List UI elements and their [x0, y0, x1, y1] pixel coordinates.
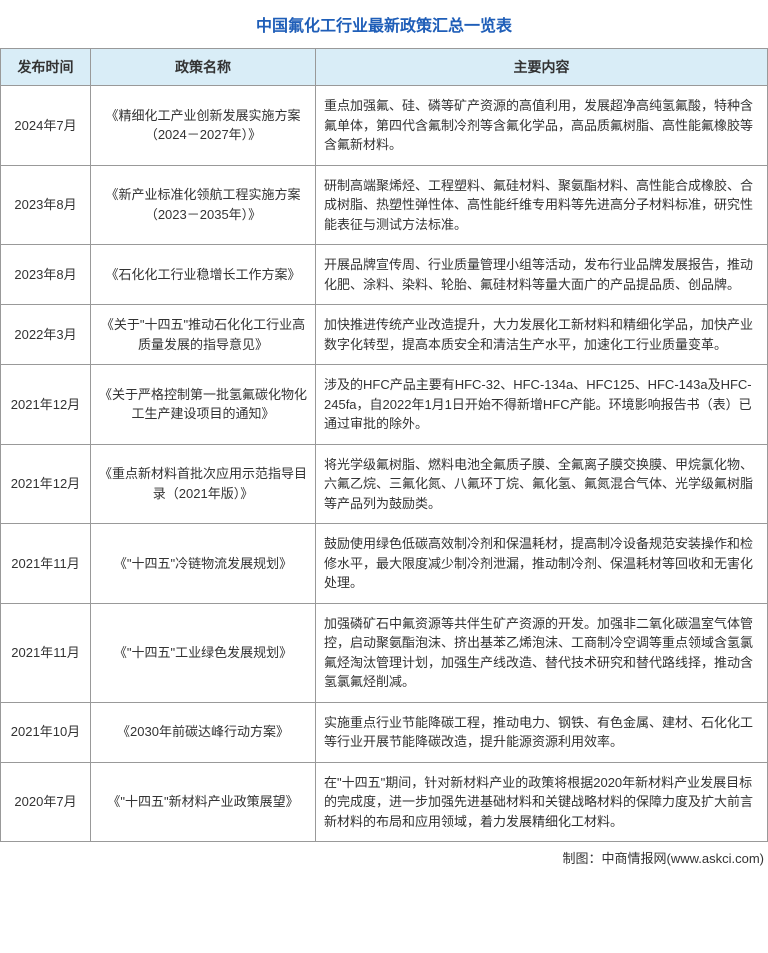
- table-row: 2020年7月 《"十四五"新材料产业政策展望》 在"十四五"期间，针对新材料产…: [1, 762, 768, 842]
- cell-date: 2021年12月: [1, 365, 91, 445]
- table-row: 2023年8月 《石化化工行业稳增长工作方案》 开展品牌宣传周、行业质量管理小组…: [1, 245, 768, 305]
- table-title: 中国氟化工行业最新政策汇总一览表: [0, 0, 768, 48]
- cell-name: 《"十四五"冷链物流发展规划》: [91, 524, 316, 604]
- header-content: 主要内容: [316, 49, 768, 86]
- cell-date: 2021年10月: [1, 702, 91, 762]
- cell-date: 2021年11月: [1, 524, 91, 604]
- header-name: 政策名称: [91, 49, 316, 86]
- cell-name: 《精细化工产业创新发展实施方案（2024－2027年）》: [91, 86, 316, 166]
- cell-name: 《关于"十四五"推动石化化工行业高质量发展的指导意见》: [91, 305, 316, 365]
- table-row: 2021年12月 《重点新材料首批次应用示范指导目录（2021年版）》 将光学级…: [1, 444, 768, 524]
- table-row: 2021年11月 《"十四五"冷链物流发展规划》 鼓励使用绿色低碳高效制冷剂和保…: [1, 524, 768, 604]
- policy-table: 发布时间 政策名称 主要内容 2024年7月 《精细化工产业创新发展实施方案（2…: [0, 48, 768, 842]
- cell-content: 加强磷矿石中氟资源等共伴生矿产资源的开发。加强非二氧化碳温室气体管控，启动聚氨酯…: [316, 603, 768, 702]
- cell-content: 将光学级氟树脂、燃料电池全氟质子膜、全氟离子膜交换膜、甲烷氯化物、六氟乙烷、三氟…: [316, 444, 768, 524]
- table-row: 2021年10月 《2030年前碳达峰行动方案》 实施重点行业节能降碳工程，推动…: [1, 702, 768, 762]
- table-body: 2024年7月 《精细化工产业创新发展实施方案（2024－2027年）》 重点加…: [1, 86, 768, 842]
- cell-content: 研制高端聚烯烃、工程塑料、氟硅材料、聚氨酯材料、高性能合成橡胶、合成树脂、热塑性…: [316, 165, 768, 245]
- cell-content: 鼓励使用绿色低碳高效制冷剂和保温耗材，提高制冷设备规范安装操作和检修水平，最大限…: [316, 524, 768, 604]
- cell-content: 重点加强氟、硅、磷等矿产资源的高值利用，发展超净高纯氢氟酸，特种含氟单体，第四代…: [316, 86, 768, 166]
- cell-name: 《重点新材料首批次应用示范指导目录（2021年版）》: [91, 444, 316, 524]
- header-date: 发布时间: [1, 49, 91, 86]
- cell-name: 《新产业标准化领航工程实施方案（2023－2035年）》: [91, 165, 316, 245]
- cell-content: 加快推进传统产业改造提升，大力发展化工新材料和精细化学品，加快产业数字化转型，提…: [316, 305, 768, 365]
- cell-name: 《"十四五"新材料产业政策展望》: [91, 762, 316, 842]
- cell-date: 2024年7月: [1, 86, 91, 166]
- cell-name: 《"十四五"工业绿色发展规划》: [91, 603, 316, 702]
- header-row: 发布时间 政策名称 主要内容: [1, 49, 768, 86]
- cell-name: 《关于严格控制第一批氢氟碳化物化工生产建设项目的通知》: [91, 365, 316, 445]
- table-row: 2022年3月 《关于"十四五"推动石化化工行业高质量发展的指导意见》 加快推进…: [1, 305, 768, 365]
- table-row: 2021年11月 《"十四五"工业绿色发展规划》 加强磷矿石中氟资源等共伴生矿产…: [1, 603, 768, 702]
- footer-credit: 制图：中商情报网(www.askci.com): [0, 842, 768, 873]
- cell-content: 实施重点行业节能降碳工程，推动电力、钢铁、有色金属、建材、石化化工等行业开展节能…: [316, 702, 768, 762]
- cell-date: 2021年12月: [1, 444, 91, 524]
- cell-date: 2022年3月: [1, 305, 91, 365]
- cell-content: 开展品牌宣传周、行业质量管理小组等活动，发布行业品牌发展报告，推动化肥、涂料、染…: [316, 245, 768, 305]
- table-row: 2023年8月 《新产业标准化领航工程实施方案（2023－2035年）》 研制高…: [1, 165, 768, 245]
- table-row: 2024年7月 《精细化工产业创新发展实施方案（2024－2027年）》 重点加…: [1, 86, 768, 166]
- cell-date: 2021年11月: [1, 603, 91, 702]
- table-row: 2021年12月 《关于严格控制第一批氢氟碳化物化工生产建设项目的通知》 涉及的…: [1, 365, 768, 445]
- cell-date: 2023年8月: [1, 245, 91, 305]
- cell-name: 《2030年前碳达峰行动方案》: [91, 702, 316, 762]
- cell-content: 在"十四五"期间，针对新材料产业的政策将根据2020年新材料产业发展目标的完成度…: [316, 762, 768, 842]
- cell-content: 涉及的HFC产品主要有HFC-32、HFC-134a、HFC125、HFC-14…: [316, 365, 768, 445]
- cell-date: 2020年7月: [1, 762, 91, 842]
- cell-date: 2023年8月: [1, 165, 91, 245]
- cell-name: 《石化化工行业稳增长工作方案》: [91, 245, 316, 305]
